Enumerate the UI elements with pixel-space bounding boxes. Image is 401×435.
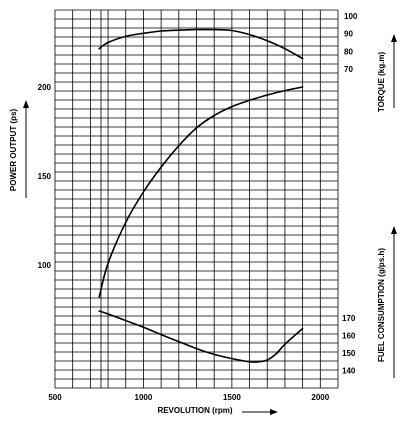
power-axis-arrow <box>23 100 29 198</box>
torque-tick-label: 80 <box>344 47 353 56</box>
torque-tick-label: 70 <box>344 65 353 74</box>
power-curve <box>98 86 304 298</box>
fuel-curve <box>98 310 304 363</box>
x-axis-title: REVOLUTION (rpm) <box>157 406 232 415</box>
torque-tick-label: 90 <box>344 30 353 39</box>
chart-curves <box>98 28 304 363</box>
fuel-tick-label: 170 <box>342 314 356 323</box>
fuel-axis-title: FUEL CONSUMPTION (g/ps.h) <box>377 248 386 362</box>
x-tick-label: 1500 <box>223 393 241 402</box>
fuel-tick-label: 160 <box>342 332 356 341</box>
fuel-tick-label: 140 <box>342 367 356 376</box>
power-tick-label: 150 <box>38 172 52 181</box>
power-axis-title: POWER OUTPUT (ps) <box>9 109 18 192</box>
power-tick-label: 100 <box>38 261 52 270</box>
torque-axis-arrow <box>391 34 397 108</box>
x-tick-label: 500 <box>48 393 62 402</box>
x-axis-arrow <box>242 409 278 415</box>
fuel-axis-arrow <box>391 226 397 378</box>
fuel-tick-label: 150 <box>342 349 356 358</box>
torque-tick-label: 100 <box>344 12 358 21</box>
torque-axis-title: TORQUE (kg.m) <box>377 52 386 113</box>
chart-grid <box>54 9 339 389</box>
power-tick-label: 200 <box>38 83 52 92</box>
x-tick-label: 1000 <box>135 393 153 402</box>
x-tick-label: 2000 <box>311 393 329 402</box>
chart-tick-labels: 500 1000 1500 2000 100 150 200 70 80 90 100 140 150 1… <box>38 12 358 402</box>
torque-curve <box>98 28 304 60</box>
